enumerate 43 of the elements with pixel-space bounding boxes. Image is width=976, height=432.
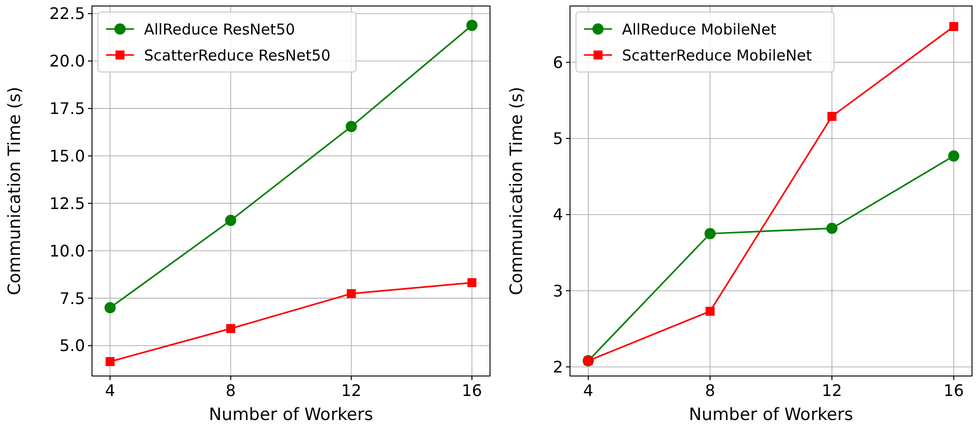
y-tick-label: 2 [552,357,563,376]
point [706,306,715,316]
y-tick-label: 5.0 [60,336,85,356]
point [346,120,357,132]
point [948,150,960,162]
point [704,228,716,240]
point [104,302,116,314]
legend-label: AllReduce ResNet50 [144,20,296,38]
y-axis-title: Communication Time (s) [507,86,527,296]
y-tick-label: 20.0 [49,52,85,71]
point [225,214,236,226]
legend-label: ScatterReduce ResNet50 [144,46,331,64]
y-tick-label: 6 [552,52,563,72]
y-axis-title: Communication Time (s) [5,86,25,296]
point [346,289,356,298]
x-tick-label: 12 [822,381,842,400]
y-tick-label: 12.5 [49,194,85,213]
y-tick-label: 5 [552,129,563,148]
point [949,22,958,32]
y-tick-label: 7.5 [60,288,85,308]
y-tick-label: 22.5 [49,4,85,24]
y-tick-label: 4 [552,205,563,224]
legend-label: ScatterReduce MobileNet [622,46,812,64]
y-tick-label: 10.0 [49,241,85,260]
x-tick-label: 8 [226,381,236,400]
y-tick-label: 15.0 [49,146,85,166]
x-axis-title: Number of Workers [688,405,854,425]
x-tick-label: 16 [944,381,964,400]
y-tick-label: 17.5 [49,99,85,118]
point [466,20,478,31]
x-tick-label: 4 [104,381,116,400]
x-tick-label: 16 [462,381,482,400]
x-tick-label: 12 [341,381,362,400]
point [467,278,476,288]
point [226,324,236,334]
legend-label: AllReduce MobileNet [622,20,776,38]
x-tick-label: 8 [704,381,716,400]
point [827,112,836,121]
point [106,357,115,366]
y-tick-label: 3 [552,281,563,300]
x-tick-label: 4 [583,381,594,400]
point [826,222,838,234]
x-axis-title: Number of Workers [208,405,374,425]
